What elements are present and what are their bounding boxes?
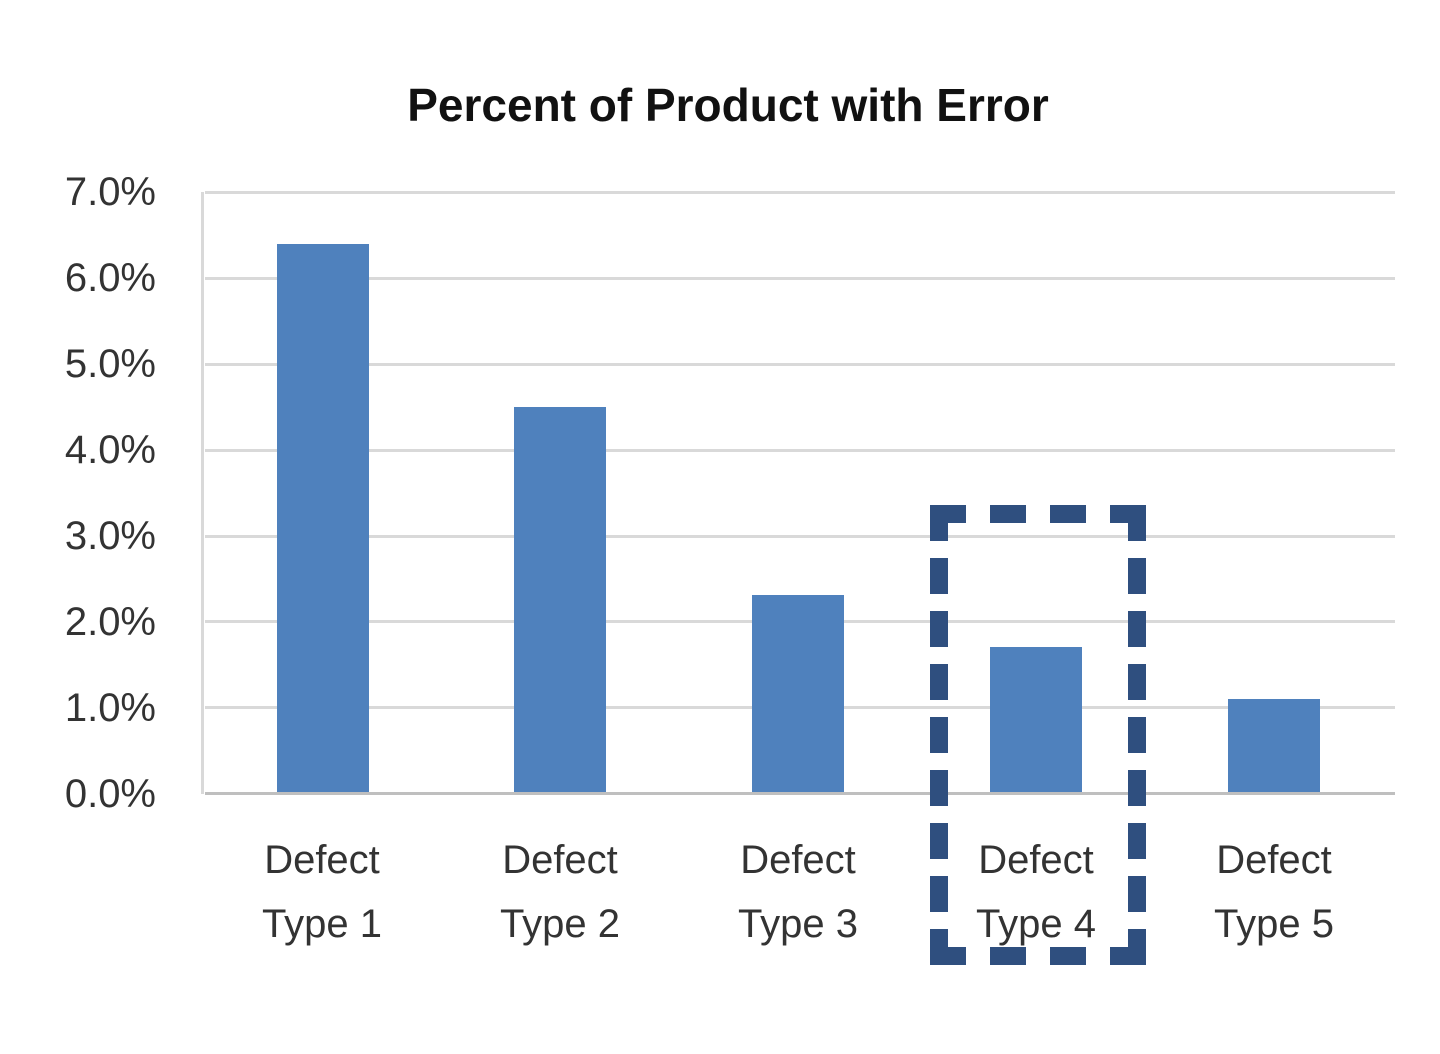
bar-defect-type-5 <box>1228 699 1320 793</box>
x-axis-line <box>205 792 1395 795</box>
x-label: Defect Type 2 <box>460 828 660 956</box>
x-label-line: Defect <box>740 838 856 882</box>
bar-defect-type-4 <box>990 647 1082 793</box>
highlight-dashed-box <box>930 505 1146 965</box>
gridline <box>205 277 1395 280</box>
bar-defect-type-2 <box>514 407 606 793</box>
x-label-line: Defect <box>502 838 618 882</box>
x-label: Defect Type 4 <box>936 828 1136 956</box>
x-label-line: Defect <box>264 838 380 882</box>
x-label: Defect Type 5 <box>1174 828 1374 956</box>
y-tick: 2.0% <box>64 600 156 644</box>
x-label-line: Defect <box>1216 838 1332 882</box>
x-label-line: Type 3 <box>737 902 859 946</box>
bar-defect-type-1 <box>277 244 369 793</box>
gridline <box>205 535 1395 538</box>
bar-defect-type-3 <box>752 595 844 793</box>
y-tick: 0.0% <box>64 772 156 816</box>
y-tick: 5.0% <box>64 342 156 386</box>
chart-title: Percent of Product with Error <box>407 79 1049 131</box>
x-label-line: Type 2 <box>499 902 621 946</box>
x-label: Defect Type 1 <box>222 828 422 956</box>
x-label-line: Defect <box>978 838 1094 882</box>
x-label-line: Type 4 <box>975 902 1097 946</box>
x-label-line: Type 1 <box>261 902 383 946</box>
y-axis-line <box>201 192 204 794</box>
y-tick: 1.0% <box>64 686 156 730</box>
y-tick: 6.0% <box>64 256 156 300</box>
gridline <box>205 363 1395 366</box>
gridline <box>205 191 1395 194</box>
gridline <box>205 449 1395 452</box>
y-tick: 7.0% <box>64 170 156 214</box>
y-tick: 3.0% <box>64 514 156 558</box>
x-label: Defect Type 3 <box>698 828 898 956</box>
x-label-line: Type 5 <box>1213 902 1335 946</box>
y-tick: 4.0% <box>64 428 156 472</box>
